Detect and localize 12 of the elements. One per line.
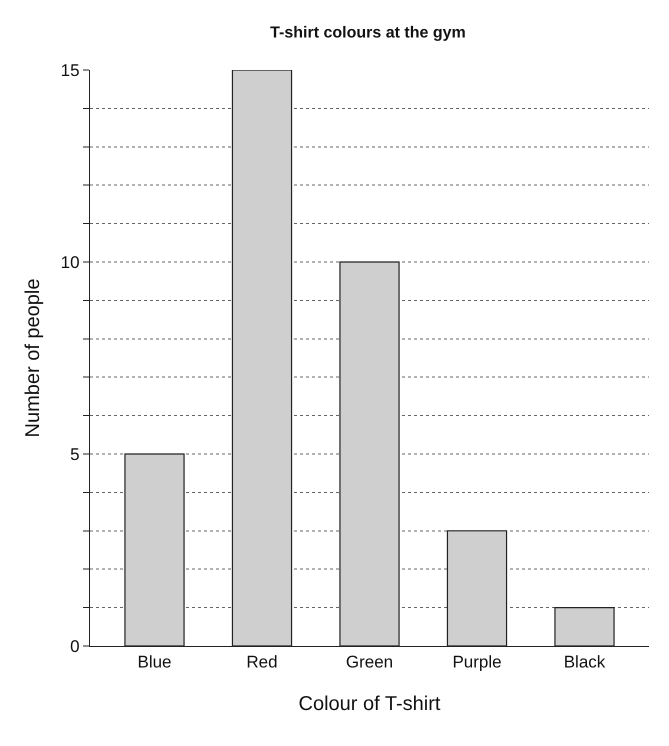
y-axis-title: Number of people: [22, 278, 44, 438]
x-tick-label: Green: [346, 652, 394, 672]
x-tick-label: Blue: [137, 652, 172, 672]
y-tick-label: 5: [70, 444, 80, 464]
y-tick-label: 15: [60, 60, 80, 80]
x-tick-label: Black: [564, 652, 606, 672]
chart-title: T-shirt colours at the gym: [270, 24, 466, 42]
y-tick-label: 10: [60, 252, 80, 272]
x-axis-title: Colour of T-shirt: [298, 692, 441, 715]
y-tick-label: 0: [70, 636, 80, 656]
x-tick-label: Purple: [452, 652, 502, 672]
x-tick-label: Red: [246, 652, 278, 672]
